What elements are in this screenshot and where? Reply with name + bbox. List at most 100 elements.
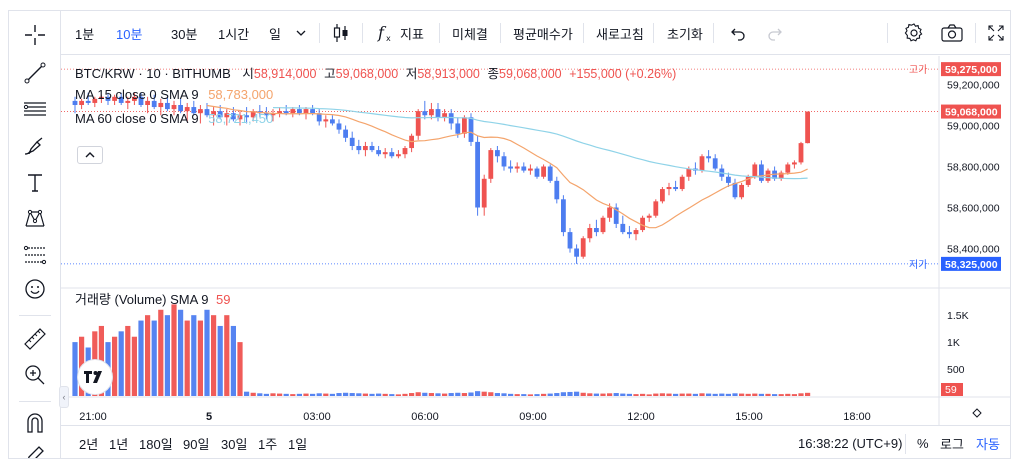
range-90d[interactable]: 90일: [183, 437, 210, 452]
volume-bar: [362, 393, 368, 396]
unfilled-orders-button[interactable]: 미체결: [452, 26, 488, 42]
undo-icon[interactable]: [729, 11, 747, 55]
volume-bar: [237, 342, 243, 396]
candle-body: [92, 98, 98, 103]
range-180d[interactable]: 180일: [139, 437, 173, 452]
pattern-icon[interactable]: [21, 205, 49, 233]
candle-body: [191, 107, 197, 114]
volume-bar: [164, 315, 170, 396]
legend-ma60[interactable]: MA 60 close 0 SMA 9 58,721,450: [75, 111, 273, 126]
magnet-icon[interactable]: [21, 409, 49, 437]
interval-day[interactable]: 일: [269, 26, 281, 42]
avg-buy-price-button[interactable]: 평균매수가: [513, 26, 573, 42]
brush-icon[interactable]: [21, 133, 49, 161]
candle-body: [396, 154, 401, 157]
candle-body: [310, 109, 315, 114]
crosshair-icon[interactable]: [21, 21, 49, 49]
low-price-tag: 58,325,000: [945, 259, 998, 271]
candle-body: [587, 228, 593, 239]
candle-body: [673, 187, 678, 190]
zoom-in-icon[interactable]: [21, 361, 49, 389]
volume-bar: [725, 393, 731, 396]
volume-bar: [204, 309, 210, 396]
volume-bar: [369, 393, 375, 396]
settings-gear-icon[interactable]: [903, 11, 925, 55]
candle-body: [165, 102, 170, 110]
candle-body: [231, 113, 236, 120]
candle-body: [607, 207, 612, 218]
candle-body: [613, 207, 619, 224]
horizontal-lines-icon[interactable]: [21, 95, 49, 123]
chart-area[interactable]: 59,200,000 59,000,000 58,800,000 58,600,000…: [59, 56, 1010, 425]
candle-body: [745, 176, 751, 185]
tradingview-logo[interactable]: [78, 360, 112, 394]
range-1y[interactable]: 1년: [109, 437, 129, 452]
range-1w[interactable]: 1주: [258, 437, 278, 452]
range-30d[interactable]: 30일: [221, 437, 248, 452]
indicators-button[interactable]: 지표: [400, 26, 424, 42]
auto-toggle[interactable]: 자동: [976, 437, 1000, 452]
refresh-button[interactable]: 새로고침: [596, 26, 644, 42]
redo-icon[interactable]: [766, 11, 784, 55]
fullscreen-icon[interactable]: [986, 11, 1006, 55]
candle-body: [726, 176, 731, 183]
candle-body: [646, 215, 652, 218]
volume-bar: [435, 393, 441, 396]
change-value: +155,000 (+0.26%): [569, 67, 677, 81]
legend-ma15[interactable]: MA 15 close 0 SMA 9 58,783,000: [75, 87, 273, 102]
candle-body: [211, 111, 216, 116]
candle-body: [290, 109, 296, 114]
interval-1m[interactable]: 1분: [75, 26, 95, 42]
percent-toggle[interactable]: %: [917, 436, 929, 451]
scroll-left-button[interactable]: ‹: [59, 386, 69, 408]
volume-bar: [422, 392, 428, 396]
ruler-icon[interactable]: [21, 325, 49, 353]
time-tick-label: 06:00: [411, 411, 439, 423]
interval-10m[interactable]: 10분: [116, 26, 143, 42]
volume-bar: [653, 393, 659, 396]
legend-volume[interactable]: 거래량 (Volume) SMA 9 59: [75, 289, 231, 308]
candle-body: [633, 230, 639, 235]
pencil-lock-icon[interactable]: [21, 441, 49, 458]
volume-bar: [329, 393, 335, 396]
volume-bar: [527, 394, 533, 396]
chevron-down-icon[interactable]: [295, 11, 307, 55]
volume-bar: [131, 336, 137, 396]
emoji-icon[interactable]: [21, 275, 49, 303]
volume-bar: [316, 393, 322, 396]
candle-body: [105, 96, 111, 101]
collapse-legend-button[interactable]: [77, 146, 103, 164]
clock-display[interactable]: 16:38:22 (UTC+9): [798, 436, 903, 451]
candle-type-icon[interactable]: [331, 11, 351, 55]
volume-bar: [382, 393, 388, 396]
volume-bar: [118, 331, 124, 396]
range-1d[interactable]: 1일: [288, 437, 308, 452]
time-axis-settings-icon: [972, 408, 982, 418]
volume-bar: [785, 393, 791, 396]
trend-line-icon[interactable]: [21, 59, 49, 87]
candle-body: [640, 217, 645, 231]
range-2y[interactable]: 2년: [79, 437, 99, 452]
volume-bar: [448, 393, 454, 396]
fib-icon[interactable]: [21, 241, 49, 269]
text-icon[interactable]: [21, 169, 49, 197]
time-tick-label: 09:00: [519, 411, 547, 423]
ma60-line: [272, 107, 808, 180]
camera-icon[interactable]: [940, 11, 964, 55]
log-toggle[interactable]: 로그: [940, 437, 964, 452]
reset-button[interactable]: 초기화: [667, 26, 703, 42]
candle-body: [534, 168, 540, 177]
volume-bar: [554, 393, 560, 396]
bottom-toolbar: 2년 1년 180일 90일 30일 1주 1일 16:38:22 (UTC+9…: [61, 425, 1010, 458]
candle-body: [627, 232, 632, 235]
candle-body: [488, 150, 494, 179]
candle-body: [732, 182, 738, 198]
interval-1h[interactable]: 1시간: [218, 26, 250, 42]
candle-body: [349, 137, 355, 146]
candle-body: [198, 109, 203, 114]
volume-bar: [112, 336, 118, 396]
interval-30m[interactable]: 30분: [171, 26, 198, 42]
volume-bar: [712, 393, 718, 396]
